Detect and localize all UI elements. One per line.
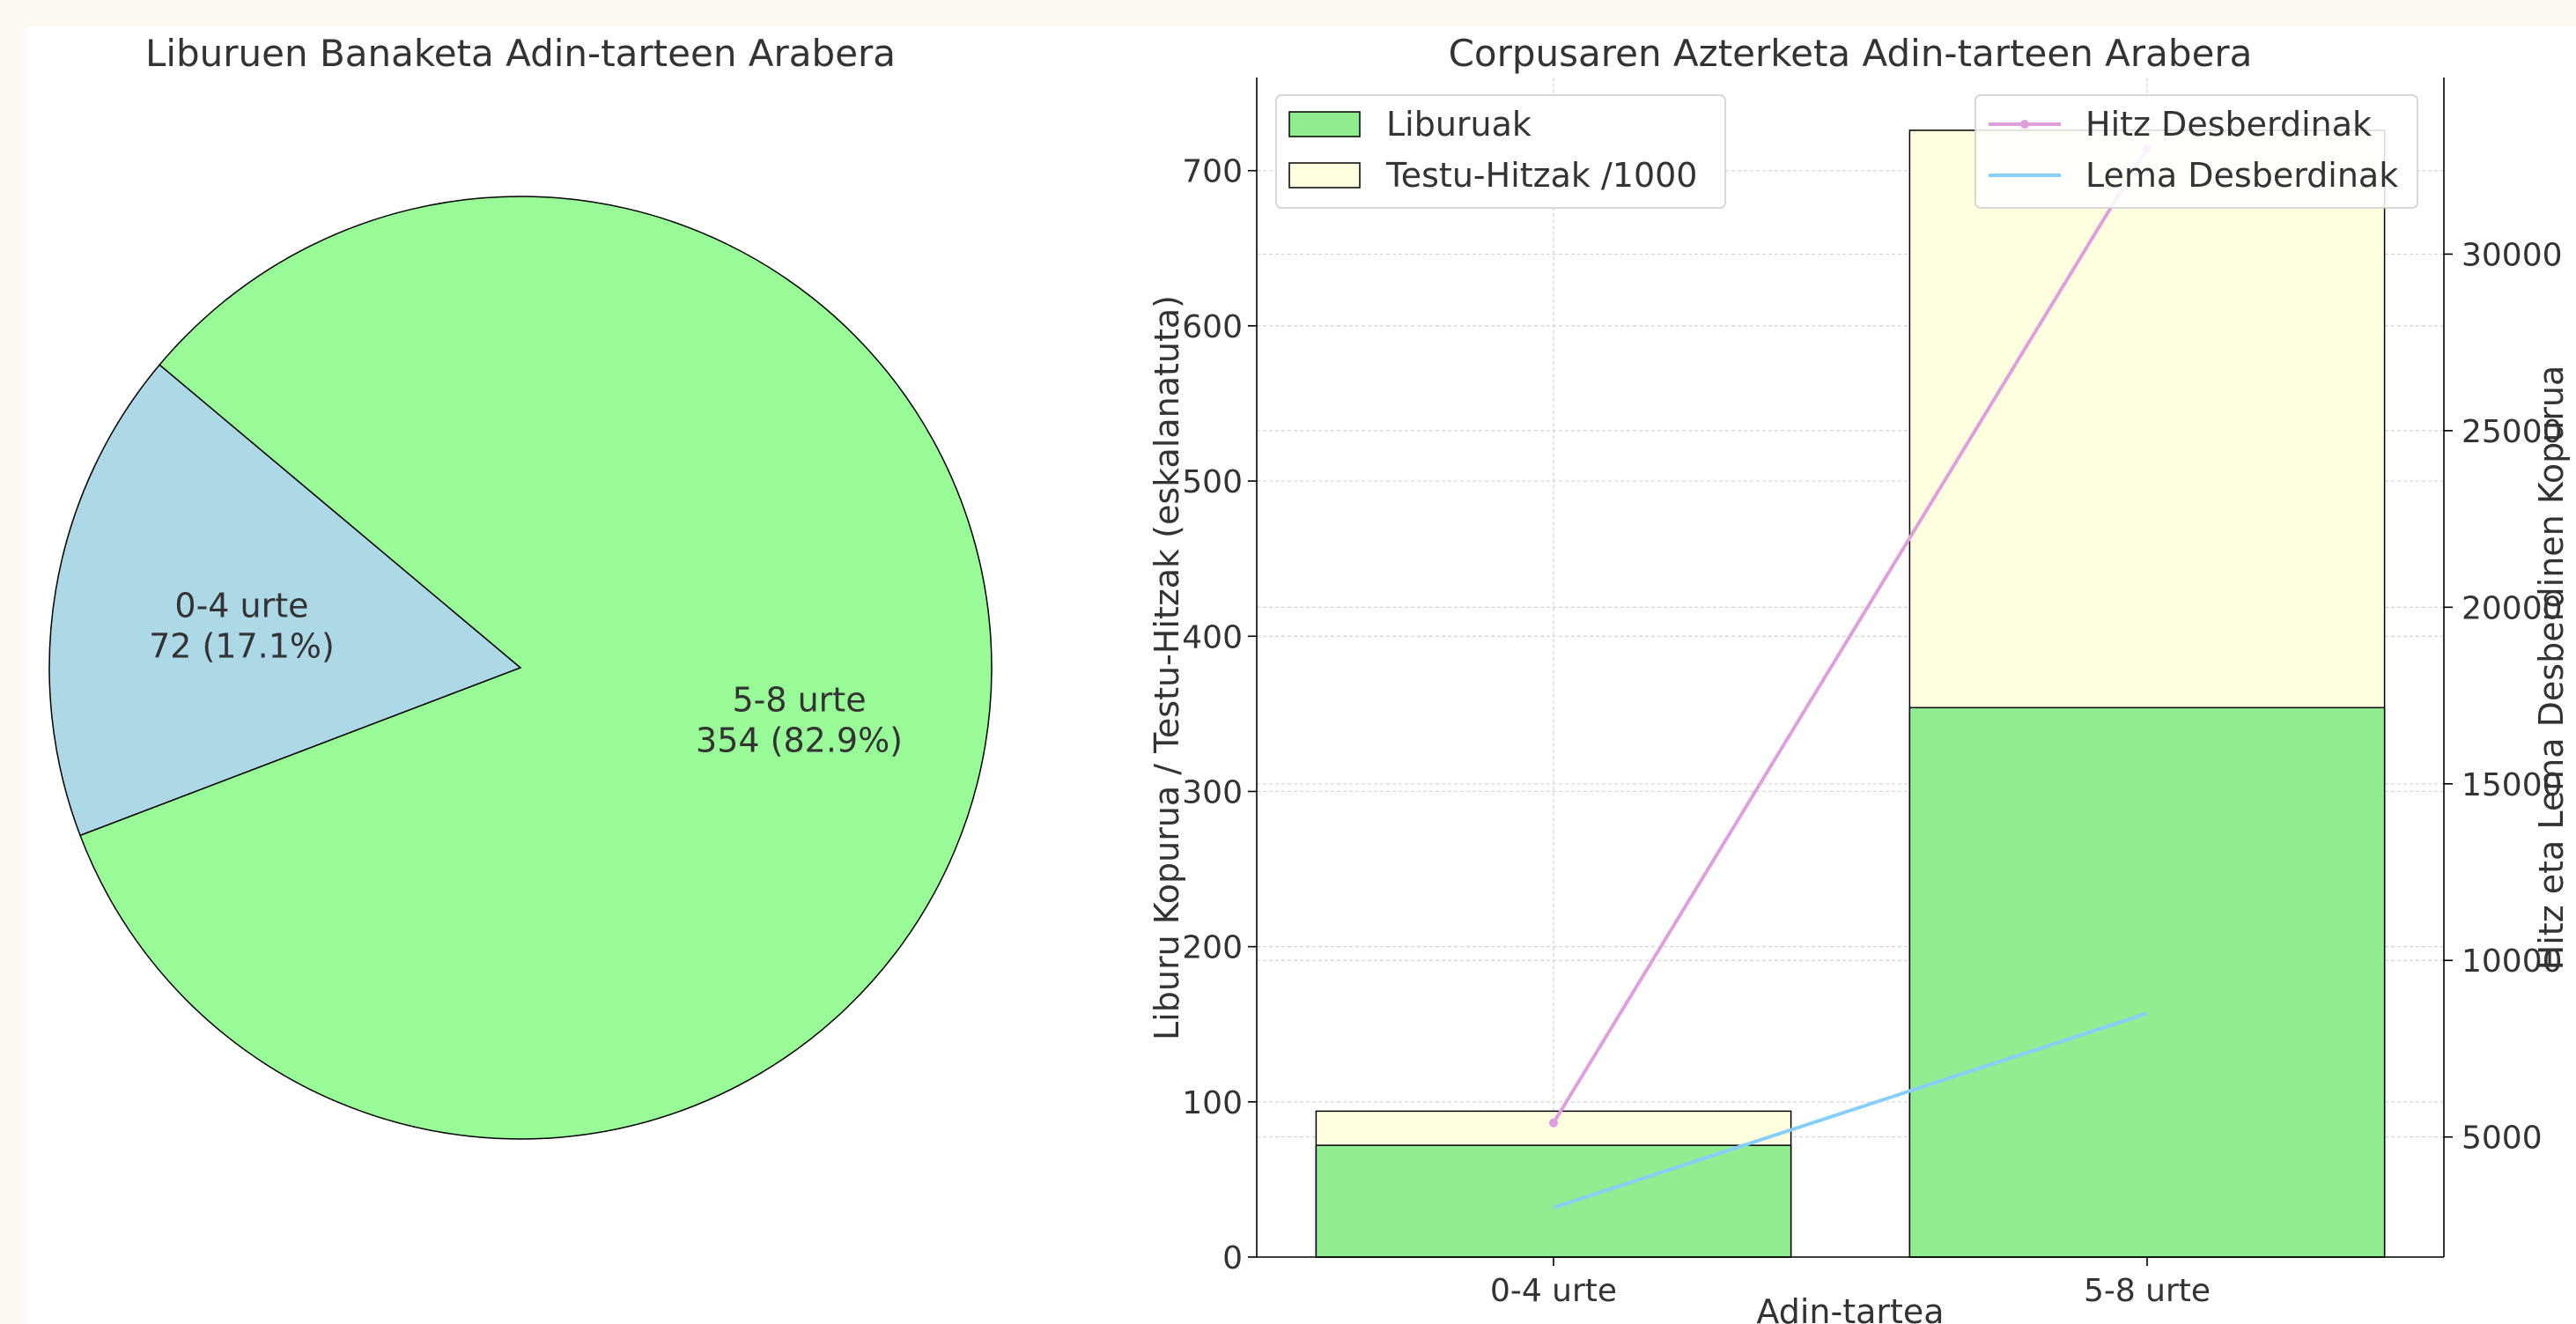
y-tick-label: 400 — [1182, 619, 1243, 655]
line-series-0 — [1552, 147, 2149, 1124]
y-tick-label: 300 — [1182, 774, 1243, 810]
bar-chart-title: Corpusaren Azterketa Adin-tarteen Araber… — [1449, 32, 2253, 75]
y-tick-label: 0 — [1222, 1240, 1243, 1276]
y-tick-label: 200 — [1182, 930, 1243, 966]
y-tick-label: 700 — [1182, 154, 1243, 190]
legend-swatch — [1288, 111, 1361, 137]
bar-liburuak — [1315, 1144, 1792, 1258]
x-tick-label: 0-4 urte — [1490, 1273, 1617, 1309]
pie-slice-5-8-urte — [79, 196, 993, 1140]
pie-slice-0-4-urte — [48, 364, 522, 837]
line-marker — [1549, 1118, 1558, 1128]
y2-tick-label: 15000 — [2462, 767, 2563, 803]
line-series-1 — [1553, 1011, 2148, 1209]
legend-label: Testu-Hitzak /1000 — [1385, 156, 1698, 195]
y2-tick-label: 30000 — [2462, 237, 2563, 273]
y-tick-label: 600 — [1182, 309, 1243, 345]
y2-axis-label: Hitz eta Lema Desberdinen Kopurua — [2532, 366, 2571, 971]
legend-marker — [2020, 120, 2029, 129]
figure-svg: Liburuen Banaketa Adin-tarteen Arabera 0-… — [48, 32, 2571, 1324]
pie-value-label: 354 (82.9%) — [696, 721, 903, 759]
x-tick-label: 5-8 urte — [2084, 1273, 2211, 1309]
y-axis-label: Liburu Kopurua / Testu-Hitzak (eskalanat… — [1148, 295, 1186, 1040]
pie-title: Liburuen Banaketa Adin-tarteen Arabera — [145, 32, 896, 75]
pie-value-label: 72 (17.1%) — [149, 627, 335, 666]
legend-bars-box — [1275, 94, 1726, 209]
pie-label: 0-4 urte — [174, 587, 308, 625]
y2-tick-label: 5000 — [2462, 1121, 2543, 1157]
y-tick-label: 500 — [1182, 464, 1243, 500]
y2-tick-label: 25000 — [2462, 414, 2563, 450]
y2-tick-label: 10000 — [2462, 943, 2563, 980]
y2-tick-label: 20000 — [2462, 590, 2563, 626]
legend-lines-box — [1974, 94, 2418, 209]
legend-label: Hitz Desberdinak — [2085, 105, 2372, 144]
legend-label: Lema Desberdinak — [2085, 156, 2398, 195]
bar-liburuak — [1908, 706, 2386, 1258]
legend-swatch — [1288, 162, 1361, 189]
pie-label: 5-8 urte — [732, 680, 866, 719]
y-tick-label: 100 — [1182, 1085, 1243, 1121]
x-axis-label: Adin-tartea — [1756, 1292, 1944, 1324]
legend-label: Liburuak — [1386, 105, 1532, 144]
figure-canvas: Liburuen Banaketa Adin-tarteen Arabera 0-… — [25, 26, 2576, 1324]
